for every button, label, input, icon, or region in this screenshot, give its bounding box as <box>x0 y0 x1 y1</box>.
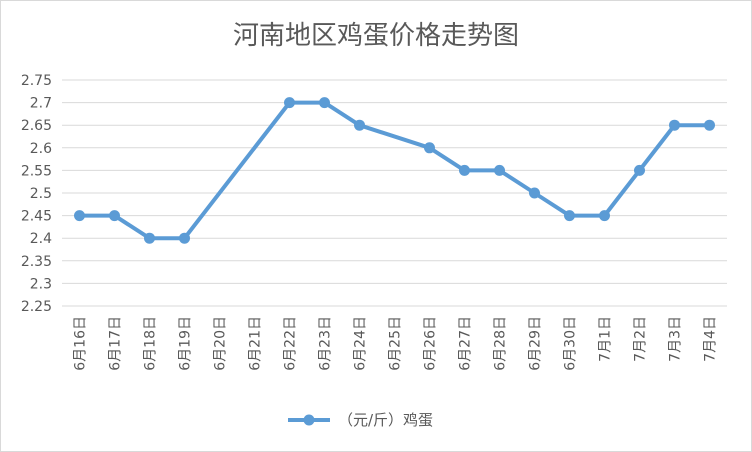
x-tick-label: 6月19日 <box>178 316 194 371</box>
x-tick-label: 6月24日 <box>353 316 369 371</box>
chart-title: 河南地区鸡蛋价格走势图 <box>233 21 519 51</box>
x-tick-label: 6月16日 <box>73 316 89 371</box>
x-tick-label: 6月21日 <box>248 316 264 371</box>
y-tick-label: 2.55 <box>21 163 52 179</box>
x-tick-label: 6月23日 <box>318 316 334 371</box>
x-tick-label: 6月20日 <box>213 316 229 371</box>
data-point <box>144 232 155 244</box>
series-line <box>77 100 712 241</box>
y-tick-label: 2.35 <box>21 254 52 270</box>
x-tick-label: 7月3日 <box>668 316 684 362</box>
x-tick-label: 7月1日 <box>598 316 614 362</box>
x-tick-label: 6月25日 <box>388 316 404 371</box>
legend-label: （元/斤）鸡蛋 <box>338 411 433 429</box>
data-point <box>494 164 505 176</box>
x-tick-label: 6月30日 <box>563 316 579 371</box>
x-tick-label: 6月29日 <box>528 316 544 371</box>
data-point <box>669 119 680 131</box>
data-point <box>599 210 610 222</box>
data-point <box>704 119 715 131</box>
data-point <box>564 210 575 222</box>
data-point <box>424 142 435 154</box>
y-tick-label: 2.65 <box>21 118 52 134</box>
data-point <box>459 164 470 176</box>
legend-marker-swatch <box>303 414 315 426</box>
y-tick-label: 2.75 <box>21 73 52 89</box>
y-tick-label: 2.5 <box>30 186 52 202</box>
y-tick-label: 2.45 <box>21 209 52 225</box>
data-point <box>319 97 330 109</box>
data-point <box>109 210 120 222</box>
x-tick-label: 6月26日 <box>423 316 439 371</box>
data-point <box>284 97 295 109</box>
y-tick-label: 2.3 <box>30 276 52 292</box>
x-tick-label: 7月4日 <box>703 316 719 362</box>
data-point <box>529 187 540 199</box>
y-tick-label: 2.4 <box>30 231 52 247</box>
x-tick-label: 6月27日 <box>458 316 474 371</box>
y-tick-label: 2.25 <box>21 299 52 315</box>
data-point <box>179 232 190 244</box>
y-tick-label: 2.7 <box>30 96 52 112</box>
data-point <box>74 210 85 222</box>
x-tick-label: 6月17日 <box>108 316 124 371</box>
x-tick-label: 6月18日 <box>143 316 159 371</box>
x-tick-label: 6月22日 <box>283 316 299 371</box>
x-tick-label: 7月2日 <box>633 316 649 362</box>
data-point <box>634 164 645 176</box>
data-point <box>354 119 365 131</box>
y-tick-label: 2.6 <box>30 141 52 157</box>
x-tick-label: 6月28日 <box>493 316 509 371</box>
